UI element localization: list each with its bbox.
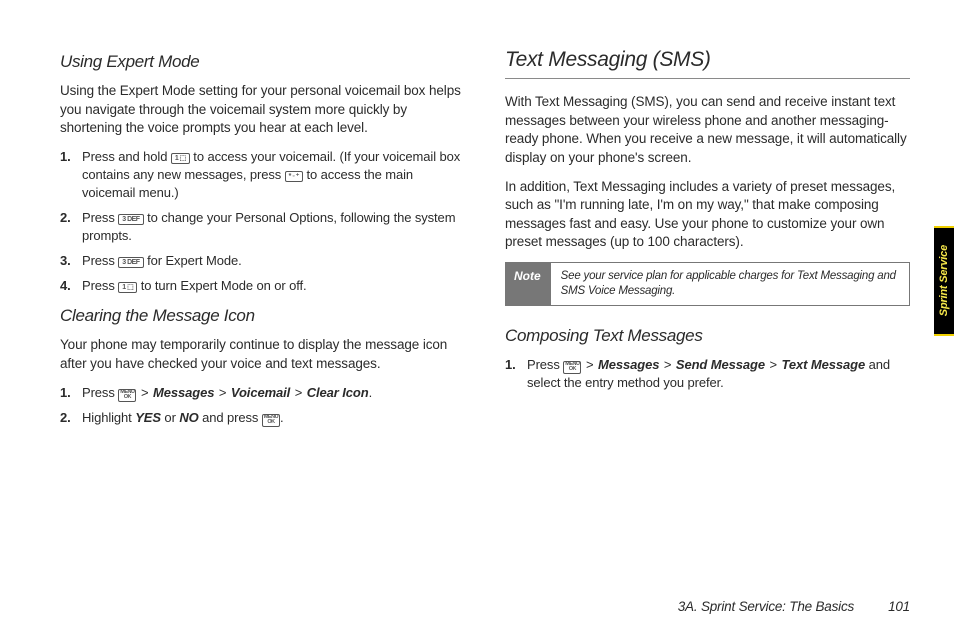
list-item: 1.Press MENUOK > Messages > Send Message…: [527, 356, 910, 392]
divider: [505, 78, 910, 79]
paragraph: Using the Expert Mode setting for your p…: [60, 82, 465, 138]
text: Press: [82, 278, 118, 293]
key-3-icon: 3 DEF: [118, 214, 143, 225]
page-footer: 3A. Sprint Service: The Basics 101: [678, 599, 910, 614]
composing-steps: 1.Press MENUOK > Messages > Send Message…: [505, 356, 910, 392]
text: Highlight: [82, 410, 135, 425]
option-no: NO: [179, 410, 198, 425]
note-text: See your service plan for applicable cha…: [551, 263, 909, 305]
key-menu-icon: MENUOK: [563, 361, 581, 374]
menu-path: Send Message: [676, 357, 765, 372]
list-item: 1.Press MENUOK > Messages > Voicemail > …: [82, 384, 465, 402]
text: and press: [199, 410, 262, 425]
page-columns: Using Expert Mode Using the Expert Mode …: [0, 0, 954, 580]
text: for Expert Mode.: [144, 253, 242, 268]
text: to turn Expert Mode on or off.: [137, 278, 306, 293]
list-item: 2.Highlight YES or NO and press MENUOK.: [82, 409, 465, 427]
list-item: 1.Press and hold 1 ⬚ to access your voic…: [82, 148, 465, 202]
key-1-icon: 1 ⬚: [118, 282, 137, 293]
heading-text-messaging: Text Messaging (SMS): [505, 48, 910, 72]
list-item: 4.Press 1 ⬚ to turn Expert Mode on or of…: [82, 277, 465, 295]
list-item: 2.Press 3 DEF to change your Personal Op…: [82, 209, 465, 245]
note-label: Note: [506, 263, 551, 305]
key-star-icon: * ◦ ⁺: [285, 171, 303, 182]
menu-path: Messages: [153, 385, 214, 400]
expert-mode-steps: 1.Press and hold 1 ⬚ to access your voic…: [60, 148, 465, 295]
text: Press: [82, 210, 118, 225]
key-1-icon: 1 ⬚: [171, 153, 190, 164]
heading-expert-mode: Using Expert Mode: [60, 52, 465, 72]
paragraph: Your phone may temporarily continue to d…: [60, 336, 465, 373]
side-tab: Sprint Service: [934, 226, 954, 336]
text: Press: [527, 357, 563, 372]
clear-icon-steps: 1.Press MENUOK > Messages > Voicemail > …: [60, 384, 465, 427]
option-yes: YES: [135, 410, 161, 425]
menu-path: Text Message: [782, 357, 866, 372]
right-column: Text Messaging (SMS) With Text Messaging…: [505, 48, 910, 580]
menu-path: Messages: [598, 357, 659, 372]
text: Press: [82, 253, 118, 268]
note-box: Note See your service plan for applicabl…: [505, 262, 910, 306]
paragraph: In addition, Text Messaging includes a v…: [505, 178, 910, 253]
heading-composing: Composing Text Messages: [505, 326, 910, 346]
key-menu-icon: MENUOK: [118, 389, 136, 402]
footer-section: 3A. Sprint Service: The Basics: [678, 599, 854, 614]
page-number: 101: [888, 599, 910, 614]
menu-path: Voicemail: [231, 385, 290, 400]
text: Press: [82, 385, 118, 400]
heading-clearing-icon: Clearing the Message Icon: [60, 306, 465, 326]
key-3-icon: 3 DEF: [118, 257, 143, 268]
text: Press and hold: [82, 149, 171, 164]
left-column: Using Expert Mode Using the Expert Mode …: [60, 48, 465, 580]
paragraph: With Text Messaging (SMS), you can send …: [505, 93, 910, 168]
side-tab-label: Sprint Service: [938, 245, 950, 316]
key-menu-icon: MENUOK: [262, 414, 280, 427]
list-item: 3.Press 3 DEF for Expert Mode.: [82, 252, 465, 270]
text: or: [161, 410, 179, 425]
menu-path: Clear Icon: [307, 385, 369, 400]
